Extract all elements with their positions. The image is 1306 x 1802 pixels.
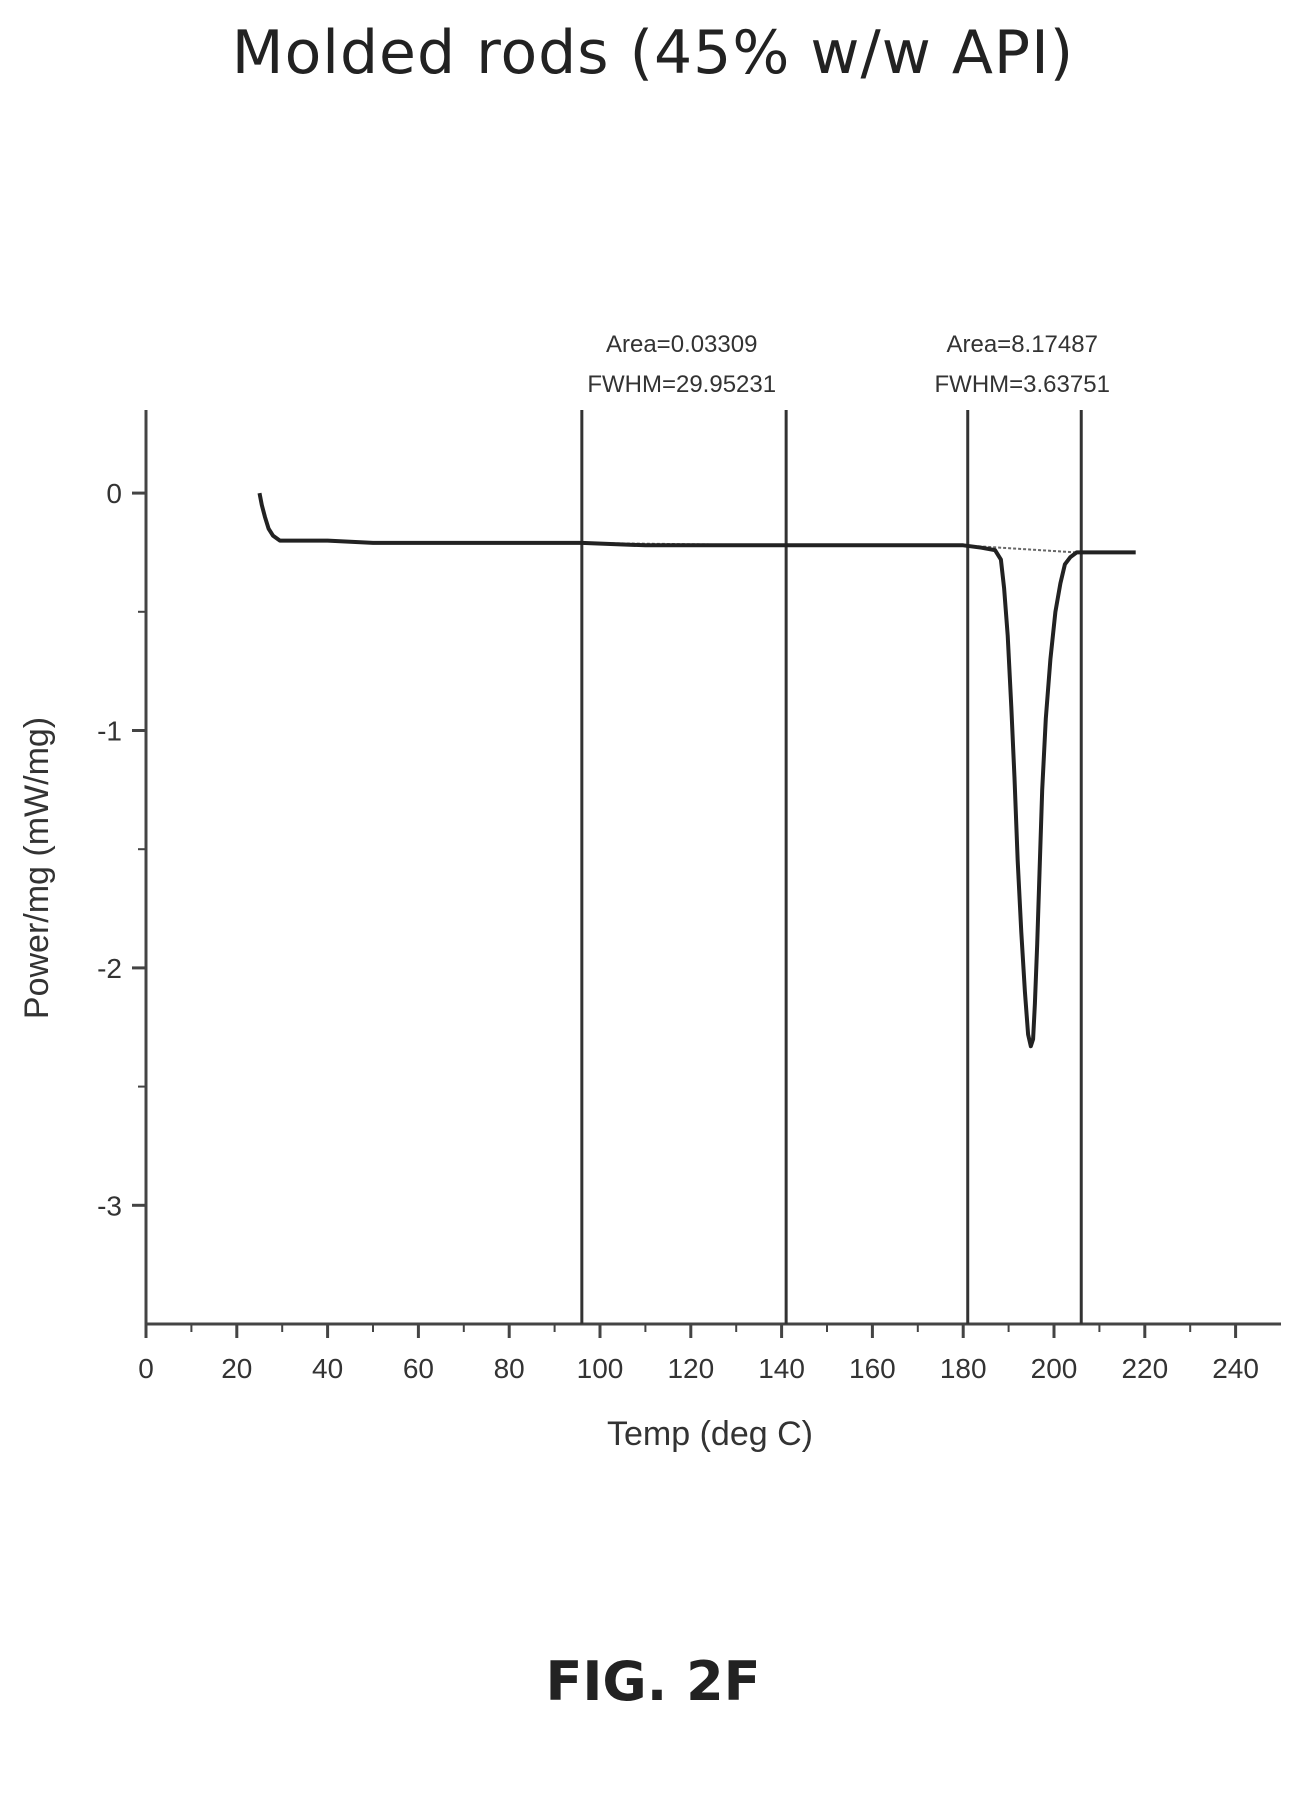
peak-annotation-text: FWHM=3.63751 <box>935 371 1110 398</box>
peak-baseline <box>963 544 1077 554</box>
x-tick-label: 140 <box>758 1353 805 1384</box>
peak-annotations: Area=0.03309 FWHM=29.95231 Area=8.17487 FWH… <box>587 331 1110 398</box>
x-tick-label: 200 <box>1031 1353 1078 1384</box>
peak-annotation-text: Area=8.17487 <box>946 331 1097 358</box>
series-group <box>257 492 1136 1049</box>
x-tick-label: 180 <box>940 1353 987 1384</box>
peak-annotation-text: Area=0.03309 <box>606 331 757 358</box>
x-tick-label: 160 <box>849 1353 896 1384</box>
dsc-plot: 0 20 40 60 80 100 120 140 160 180 200 220 240 0 -1 -2 -… <box>18 331 1281 1453</box>
x-tick-label: 0 <box>138 1353 154 1384</box>
dsc-curve <box>257 492 1136 1049</box>
x-tick-label: 80 <box>494 1353 525 1384</box>
y-tick-label: -3 <box>97 1190 122 1221</box>
x-axis-label: Temp (deg C) <box>607 1415 813 1453</box>
y-axis-label: Power/mg (mW/mg) <box>18 717 56 1019</box>
axes <box>144 410 1281 1326</box>
x-tick-label: 60 <box>403 1353 434 1384</box>
x-tick-label: 120 <box>667 1353 714 1384</box>
x-axis-ticks: 0 20 40 60 80 100 120 140 160 180 200 220 240 <box>138 1324 1259 1384</box>
x-tick-label: 100 <box>577 1353 624 1384</box>
x-tick-label: 40 <box>312 1353 343 1384</box>
chart-title: Molded rods (45% w/w API) <box>231 18 1075 88</box>
integration-limit-lines <box>580 410 1083 1324</box>
x-tick-label: 240 <box>1212 1353 1259 1384</box>
y-tick-label: -1 <box>97 715 122 746</box>
x-tick-label: 220 <box>1121 1353 1168 1384</box>
y-tick-label: -2 <box>97 953 122 984</box>
figure-label: FIG. 2F <box>545 1650 761 1713</box>
y-tick-label: 0 <box>106 478 122 509</box>
peak-annotation-text: FWHM=29.95231 <box>587 371 776 398</box>
x-tick-label: 20 <box>221 1353 252 1384</box>
y-axis-ticks: 0 -1 -2 -3 <box>97 478 146 1221</box>
